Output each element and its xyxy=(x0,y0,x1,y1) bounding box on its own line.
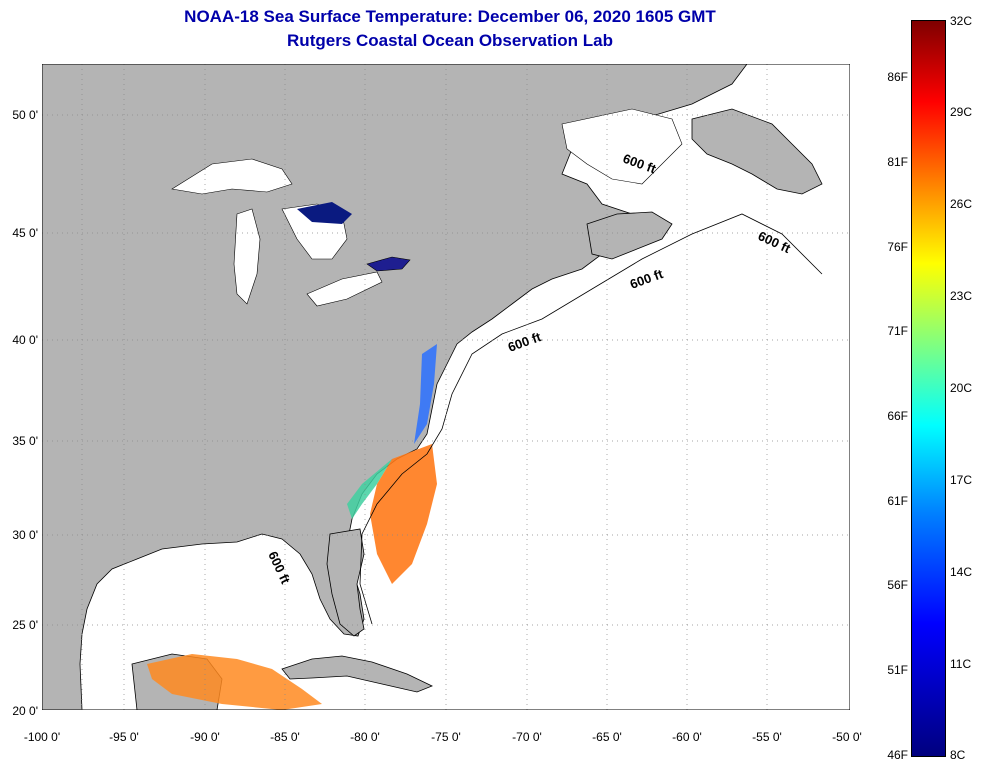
gulf-st-lawrence xyxy=(561,108,683,185)
lon-tick-75: -75 0' xyxy=(431,730,461,744)
lon-tick-70: -70 0' xyxy=(512,730,542,744)
cb-c-8: 8C xyxy=(950,748,966,762)
lat-tick-45: 45 0' xyxy=(12,226,38,240)
cb-c-26: 26C xyxy=(950,197,973,211)
sst-gulf-stream xyxy=(370,444,437,584)
lon-tick-60: -60 0' xyxy=(672,730,702,744)
land-newfoundland xyxy=(691,108,823,195)
lon-tick-85: -85 0' xyxy=(270,730,300,744)
cb-c-11: 11C xyxy=(950,657,972,671)
cb-c-23: 23C xyxy=(950,289,973,303)
lon-tick-90: -90 0' xyxy=(190,730,220,744)
lon-tick-50: -50 0' xyxy=(832,730,862,744)
cb-f-61: 61F xyxy=(887,494,908,508)
cb-f-86: 86F xyxy=(887,70,908,84)
lake-erie xyxy=(306,271,383,307)
lat-tick-40: 40 0' xyxy=(12,333,38,347)
sst-map: 600 ft 600 ft 600 ft 600 ft 600 ft xyxy=(42,64,850,710)
lat-tick-35: 35 0' xyxy=(12,434,38,448)
isobath-600ft xyxy=(359,213,823,625)
lat-tick-30: 30 0' xyxy=(12,528,38,542)
land-cuba xyxy=(281,655,433,693)
lat-tick-25: 25 0' xyxy=(12,618,38,632)
cb-f-76: 76F xyxy=(887,240,908,254)
chart-title: NOAA-18 Sea Surface Temperature: Decembe… xyxy=(184,7,716,26)
lon-tick-65: -65 0' xyxy=(592,730,622,744)
lat-tick-20: 20 0' xyxy=(12,704,38,718)
chart-subtitle: Rutgers Coastal Ocean Observation Lab xyxy=(287,31,613,50)
lake-michigan xyxy=(233,208,261,305)
cb-c-29: 29C xyxy=(950,105,973,119)
cb-f-56: 56F xyxy=(887,578,908,592)
temperature-colorbar xyxy=(911,20,946,757)
cb-f-46: 46F xyxy=(887,748,908,762)
lake-ontario xyxy=(366,256,411,272)
lake-superior xyxy=(171,158,293,195)
cb-f-51: 51F xyxy=(887,663,908,677)
cb-f-66: 66F xyxy=(887,409,908,423)
sst-shelf-cool xyxy=(347,459,392,519)
lon-tick-95: -95 0' xyxy=(109,730,139,744)
cb-c-20: 20C xyxy=(950,381,973,395)
land-florida xyxy=(326,528,365,637)
lon-tick-55: -55 0' xyxy=(752,730,782,744)
cb-c-17: 17C xyxy=(950,473,973,487)
cb-c-14: 14C xyxy=(950,565,973,579)
sst-coastal-cold xyxy=(414,344,437,444)
sst-caribbean xyxy=(147,654,322,710)
cb-f-71: 71F xyxy=(887,324,908,338)
lake-cold-water xyxy=(297,202,352,224)
lon-tick-100: -100 0' xyxy=(23,730,61,744)
cb-c-32: 32C xyxy=(950,14,973,28)
land-nova-scotia xyxy=(586,211,673,260)
cb-f-81: 81F xyxy=(887,155,908,169)
lat-tick-50: 50 0' xyxy=(12,108,38,122)
lon-tick-80: -80 0' xyxy=(350,730,380,744)
